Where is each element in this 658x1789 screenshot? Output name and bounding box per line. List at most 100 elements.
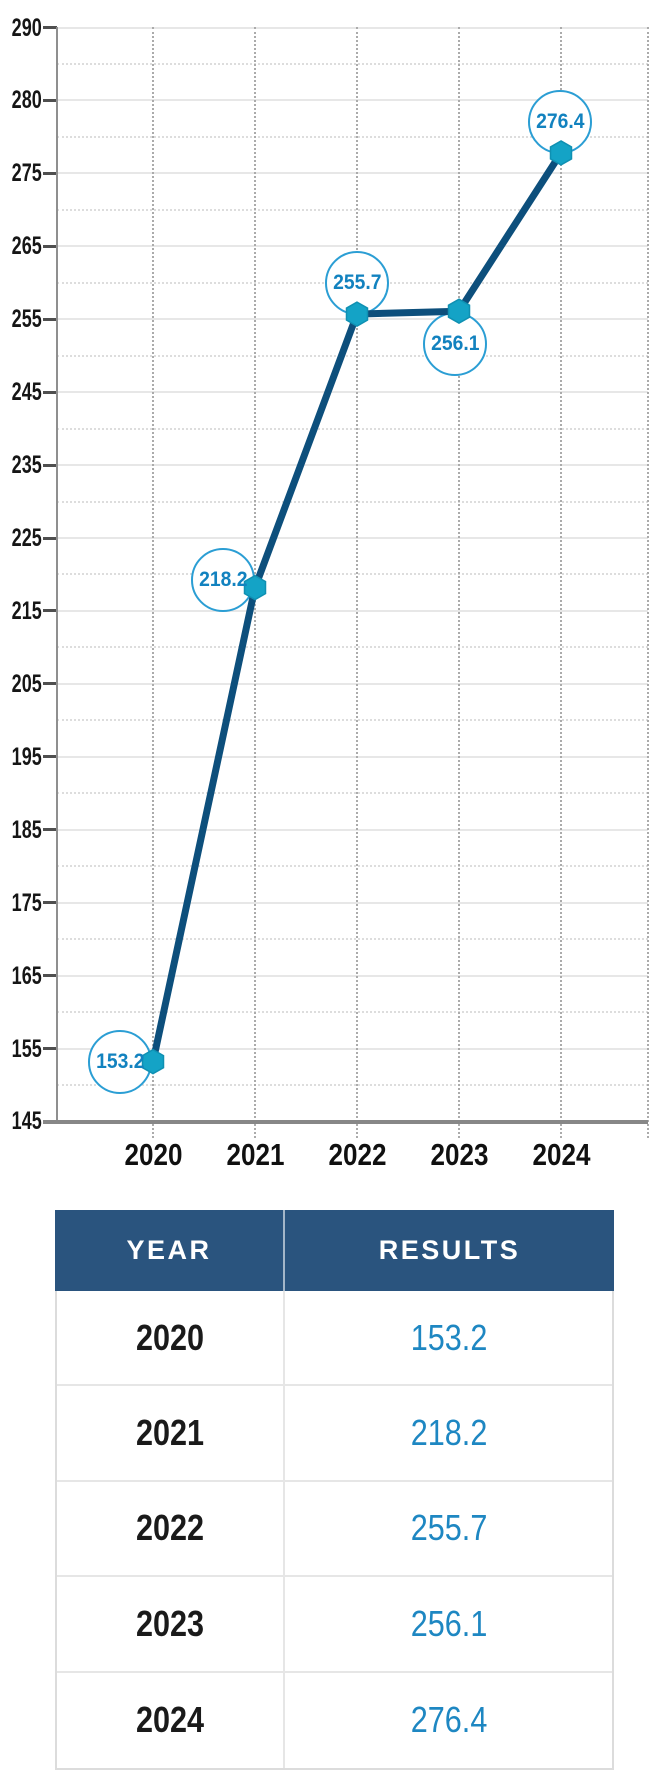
y-axis-tick <box>43 463 57 467</box>
bubble-text-layer: 153.2 218.2 255.7 256.1 276.4 <box>88 90 592 1094</box>
y-axis-tick <box>43 390 57 394</box>
result-cell: 218.2 <box>283 1386 612 1480</box>
data-label-text: 153.2 <box>88 1030 152 1094</box>
line-chart: 290 280 275 265 255 245 235 225 215 205 195 185 175 1… <box>0 13 649 1172</box>
result-cell: 256.1 <box>283 1577 612 1671</box>
year-value: 2021 <box>136 1412 205 1454</box>
y-axis-label-text: 215 <box>11 596 42 625</box>
vertical-gridline <box>647 27 649 1138</box>
y-axis-tick <box>43 755 57 759</box>
x-axis-label-text: 2023 <box>430 1137 488 1172</box>
result-value: 256.1 <box>410 1602 488 1644</box>
y-axis-tick <box>43 536 57 540</box>
y-axis-label: 275 <box>0 160 42 186</box>
x-axis-label-text: 2024 <box>532 1137 590 1172</box>
minor-gridline <box>57 1083 648 1086</box>
x-axis-label: 2021 <box>200 1138 310 1172</box>
y-axis-label: 205 <box>0 669 42 698</box>
year-cell: 2024 <box>57 1673 283 1768</box>
y-axis-label: 225 <box>0 524 42 552</box>
result-value: 153.2 <box>410 1316 488 1358</box>
y-axis-label-text: 155 <box>11 1034 42 1063</box>
x-axis-label-text: 2022 <box>328 1137 386 1172</box>
x-axis-label-text: 2021 <box>226 1137 284 1172</box>
y-axis-tick <box>43 828 57 832</box>
y-axis-label-text: 175 <box>11 888 42 917</box>
result-cell: 153.2 <box>283 1291 612 1385</box>
y-axis-tick <box>43 609 57 613</box>
y-axis-label: 215 <box>0 596 42 625</box>
y-axis-label-text: 255 <box>11 305 42 334</box>
y-axis-label-text: 235 <box>11 451 42 480</box>
y-axis-tick <box>43 26 57 29</box>
major-gridline <box>57 26 648 29</box>
data-label-value: 153.2 <box>95 1049 145 1073</box>
data-label-text: 255.7 <box>325 251 389 315</box>
data-label-text: 276.4 <box>528 90 592 154</box>
y-axis-label-text: 145 <box>11 1107 42 1136</box>
table-header-row: YEAR RESULTS <box>55 1210 614 1291</box>
x-axis-line <box>43 1120 648 1124</box>
table-body: 2020 153.2 2021 218.2 2022 255.7 2023 25… <box>55 1291 614 1770</box>
y-axis-tick <box>43 974 57 978</box>
y-axis-label: 165 <box>0 963 42 989</box>
y-axis-label: 245 <box>0 378 42 407</box>
header-cell-results: RESULTS <box>283 1210 614 1291</box>
y-axis-label: 265 <box>0 232 42 261</box>
table-row: 2021 218.2 <box>57 1386 612 1482</box>
y-axis-label-text: 225 <box>11 524 42 552</box>
data-label-text: 218.2 <box>191 548 255 612</box>
y-axis-label: 235 <box>0 451 42 480</box>
y-axis-label: 145 <box>0 1107 42 1136</box>
year-cell: 2020 <box>57 1291 283 1384</box>
y-axis-label-text: 185 <box>11 815 42 844</box>
minor-gridline <box>57 62 648 65</box>
result-cell: 276.4 <box>283 1672 612 1768</box>
y-axis-label-text: 195 <box>11 742 42 771</box>
year-value: 2023 <box>136 1602 205 1644</box>
result-cell: 255.7 <box>283 1481 612 1576</box>
y-axis-tick <box>43 682 57 686</box>
y-axis-tick <box>43 244 57 248</box>
year-cell: 2021 <box>57 1386 283 1479</box>
table-row: 2023 256.1 <box>57 1577 612 1673</box>
y-axis-tick <box>43 317 57 321</box>
y-axis-label-text: 280 <box>11 86 42 115</box>
x-axis-label: 2024 <box>506 1138 616 1172</box>
data-label-text: 256.1 <box>423 312 487 376</box>
x-axis-label: 2023 <box>404 1138 514 1172</box>
data-label-bubble <box>88 1029 152 1094</box>
header-year-label: YEAR <box>126 1235 212 1265</box>
y-axis-label: 255 <box>0 305 42 334</box>
y-axis-label: 280 <box>0 86 42 115</box>
header-results-label: RESULTS <box>378 1235 521 1265</box>
data-label-value: 218.2 <box>198 567 248 591</box>
y-axis-tick <box>43 901 57 905</box>
year-cell: 2022 <box>57 1482 283 1575</box>
major-gridline <box>57 99 648 102</box>
data-label-value: 276.4 <box>535 109 585 133</box>
table-row: 2022 255.7 <box>57 1481 612 1578</box>
data-label-value: 256.1 <box>430 332 480 356</box>
x-axis-label: 2020 <box>98 1138 208 1172</box>
table-row: 2020 153.2 <box>57 1291 612 1387</box>
result-value: 276.4 <box>410 1699 488 1741</box>
header-cell-year: YEAR <box>55 1210 283 1291</box>
y-axis-label-text: 205 <box>11 669 42 698</box>
year-value: 2024 <box>136 1699 205 1741</box>
y-axis-label-text: 265 <box>11 232 42 261</box>
x-axis-label-text: 2020 <box>124 1137 182 1172</box>
y-axis-label-text: 245 <box>11 378 42 407</box>
y-axis-tick <box>43 1047 57 1051</box>
y-axis-label: 185 <box>0 815 42 844</box>
y-axis-label: 195 <box>0 742 42 771</box>
y-axis-label-text: 290 <box>11 13 42 42</box>
year-cell: 2023 <box>57 1577 283 1670</box>
result-value: 218.2 <box>410 1412 488 1454</box>
y-axis-tick <box>43 98 57 102</box>
x-axis-label: 2022 <box>302 1138 412 1172</box>
result-value: 255.7 <box>410 1507 488 1549</box>
year-value: 2020 <box>136 1316 205 1358</box>
y-axis-label: 155 <box>0 1034 42 1063</box>
